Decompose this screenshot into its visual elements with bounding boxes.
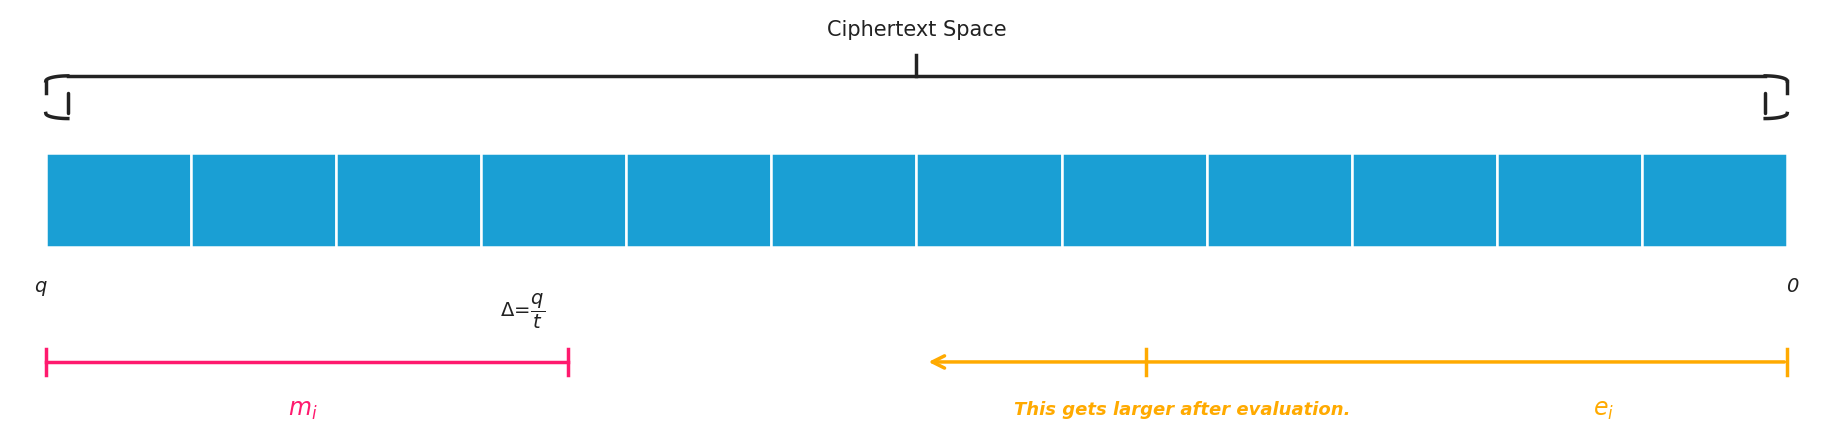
Text: $m_i$: $m_i$ [288,397,317,421]
Text: q: q [35,276,46,295]
Bar [191,153,335,247]
Text: Ciphertext Space: Ciphertext Space [826,20,1006,40]
Text: 0: 0 [1786,276,1797,295]
Bar [627,153,771,247]
Text: This gets larger after evaluation.: This gets larger after evaluation. [1013,400,1350,418]
Text: $e_i$: $e_i$ [1592,397,1614,421]
Bar [916,153,1061,247]
Bar [1497,153,1641,247]
Bar [1350,153,1497,247]
Bar [1061,153,1205,247]
Bar [1205,153,1352,247]
Bar [771,153,916,247]
Bar [480,153,627,247]
Bar [1641,153,1786,247]
Bar [46,153,191,247]
Bar [335,153,480,247]
Text: $\Delta\!=\!\dfrac{q}{t}$: $\Delta\!=\!\dfrac{q}{t}$ [500,291,544,331]
